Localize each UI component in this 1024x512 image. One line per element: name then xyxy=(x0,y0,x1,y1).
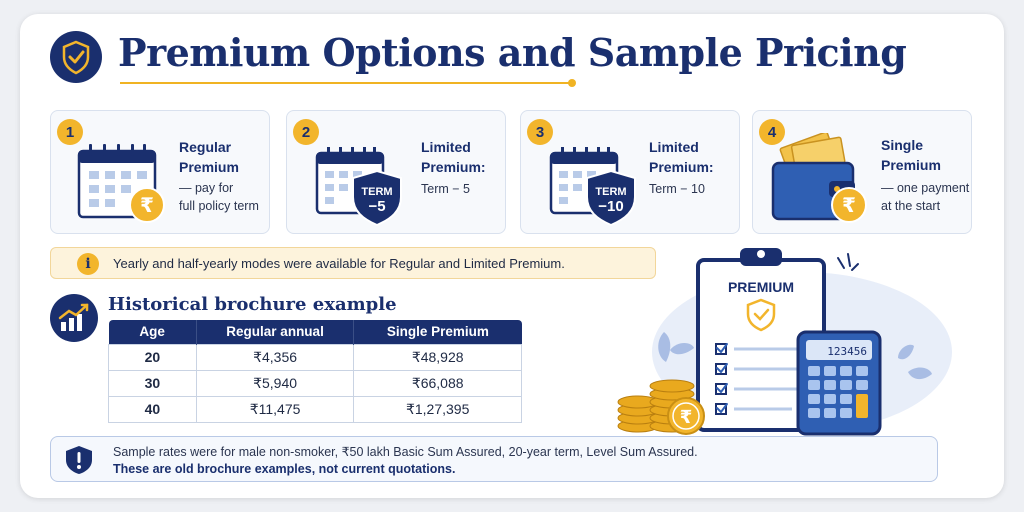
info-icon: i xyxy=(77,253,99,275)
cell-single: ₹1,27,395 xyxy=(353,395,522,423)
svg-text:−5: −5 xyxy=(368,198,385,215)
shield-check-icon xyxy=(50,31,102,83)
option-card-limited-5: 2 TERM −5 Limited Premium: Term − 5 xyxy=(286,110,506,234)
table-header-row: Age Regular annual Single Premium xyxy=(108,320,522,344)
option-number: 3 xyxy=(527,119,553,145)
svg-text:123456: 123456 xyxy=(827,345,867,358)
column-header-age: Age xyxy=(108,320,197,344)
option-title: Regular Premium xyxy=(179,139,239,175)
option-title: Limited Premium: xyxy=(421,139,486,175)
table-row: 30 ₹5,940 ₹66,088 xyxy=(108,369,522,397)
option-title: Limited Premium: xyxy=(649,139,714,175)
svg-text:₹: ₹ xyxy=(842,193,856,217)
option-card-limited-10: 3 TERM −10 Limited Premium: Term − 10 xyxy=(520,110,740,234)
calendar-shield-icon: TERM −5 xyxy=(315,147,402,227)
option-description: — pay for full policy term xyxy=(179,181,259,213)
svg-text:₹: ₹ xyxy=(140,193,154,217)
cell-age: 30 xyxy=(108,369,197,397)
option-description: — one payment at the start xyxy=(881,181,970,213)
cell-regular: ₹4,356 xyxy=(195,343,355,371)
shield-alert-icon xyxy=(66,446,92,474)
svg-text:TERM: TERM xyxy=(361,186,392,198)
cell-regular: ₹5,940 xyxy=(195,369,355,397)
premium-calculator-illustration: PREMIUM 123456 ₹ xyxy=(617,248,952,436)
option-card-regular: 1 ₹ Regular Premium — pay for full policy … xyxy=(50,110,270,234)
pricing-table: Age Regular annual Single Premium 20 ₹4,… xyxy=(108,320,522,423)
option-card-single: 4 ₹ Single Premium — one payment at the st… xyxy=(752,110,972,234)
cell-regular: ₹11,475 xyxy=(195,395,355,423)
disclaimer-box: Sample rates were for male non-smoker, ₹… xyxy=(50,436,938,482)
calendar-shield-icon: TERM −10 xyxy=(549,147,636,227)
option-description: Term − 10 xyxy=(649,182,705,196)
disclaimer-line-1: Sample rates were for male non-smoker, ₹… xyxy=(113,445,698,459)
option-number: 1 xyxy=(57,119,83,145)
svg-text:₹: ₹ xyxy=(680,407,693,428)
growth-chart-icon xyxy=(50,294,98,342)
cell-age: 40 xyxy=(108,395,197,423)
svg-text:PREMIUM: PREMIUM xyxy=(728,279,794,295)
cell-age: 20 xyxy=(108,343,197,371)
title-underline xyxy=(120,82,572,84)
table-row: 40 ₹11,475 ₹1,27,395 xyxy=(108,395,522,423)
historical-title: Historical brochure example xyxy=(108,294,397,315)
page-title: Premium Options and Sample Pricing xyxy=(118,30,907,75)
option-number: 2 xyxy=(293,119,319,145)
option-number: 4 xyxy=(759,119,785,145)
wallet-rupee-icon: ₹ xyxy=(771,133,867,223)
info-text: Yearly and half-yearly modes were availa… xyxy=(113,256,565,271)
column-header-regular: Regular annual xyxy=(196,320,355,344)
info-banner: i Yearly and half-yearly modes were avai… xyxy=(50,247,656,279)
option-title: Single Premium xyxy=(881,137,941,173)
title-underline-dot xyxy=(568,79,576,87)
cell-single: ₹66,088 xyxy=(353,369,522,397)
cell-single: ₹48,928 xyxy=(353,343,522,371)
svg-text:−10: −10 xyxy=(598,198,623,215)
table-row: 20 ₹4,356 ₹48,928 xyxy=(108,343,522,371)
calendar-rupee-icon: ₹ xyxy=(77,144,165,223)
disclaimer-line-2: These are old brochure examples, not cur… xyxy=(113,462,456,476)
column-header-single: Single Premium xyxy=(353,320,522,344)
option-description: Term − 5 xyxy=(421,182,470,196)
svg-text:TERM: TERM xyxy=(595,186,626,198)
